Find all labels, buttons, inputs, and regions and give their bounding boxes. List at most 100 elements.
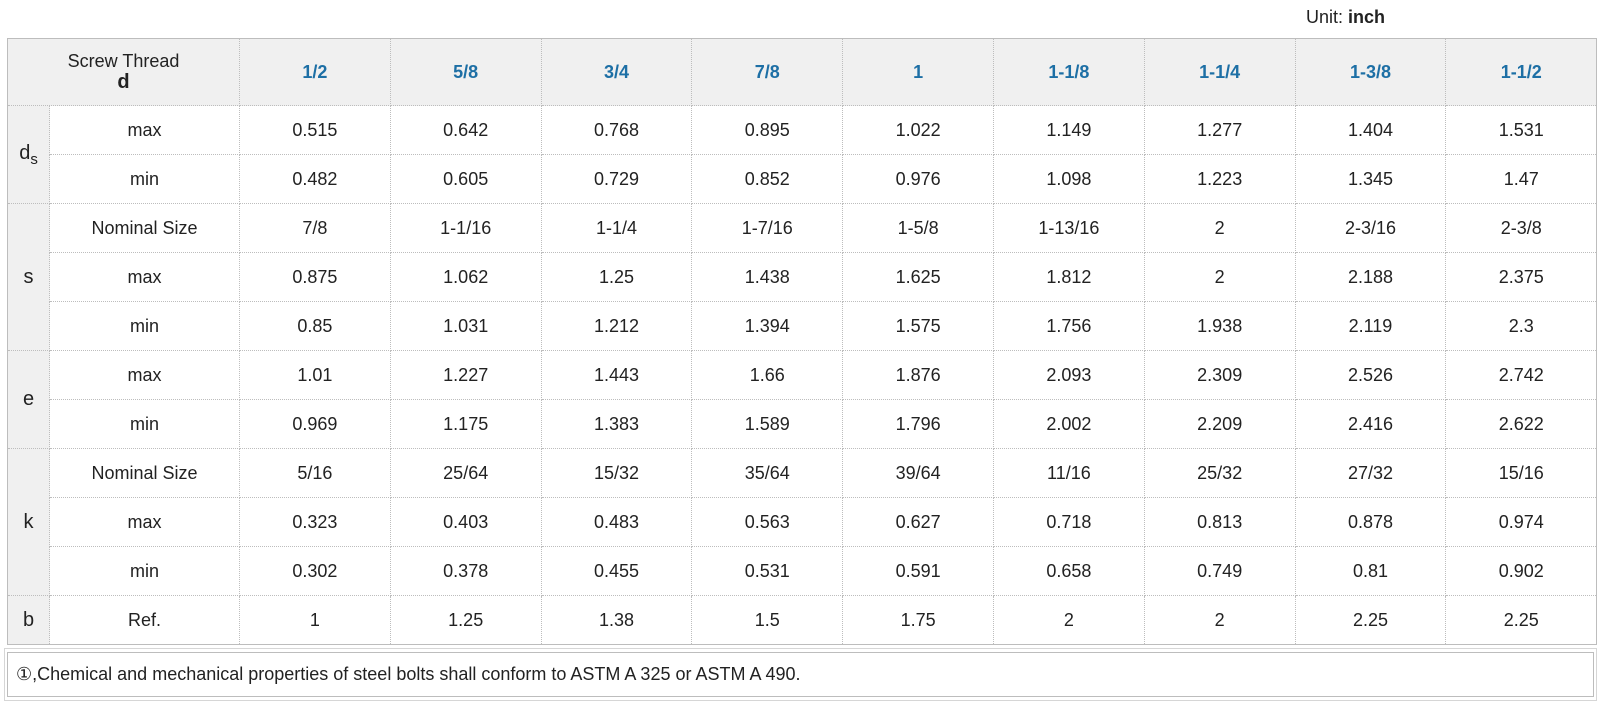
unit-label: Unit: [1305, 7, 1343, 27]
table-cell: 0.718 [992, 497, 1145, 547]
thread-size-header: 3/4 [540, 38, 693, 106]
table-cell: 0.813 [1143, 497, 1296, 547]
table-row: min 0.969 1.175 1.383 1.589 1.796 2.002 2.209 2.… [8, 399, 1598, 449]
table-cell: 25/32 [1143, 448, 1296, 498]
table-cell: 1.796 [842, 399, 994, 449]
table-cell: 15/16 [1445, 448, 1598, 498]
dimension-symbol-letter: d [19, 141, 31, 164]
table-cell: 2.416 [1294, 399, 1447, 449]
table-cell: 1.062 [389, 252, 542, 302]
table-cell: 0.878 [1294, 497, 1447, 547]
table-cell: 2.742 [1445, 350, 1598, 400]
table-cell: 2.25 [1445, 595, 1598, 645]
dimension-symbol-letter: k [23, 510, 34, 533]
table-cell: 1.589 [691, 399, 844, 449]
row-label: Nominal Size [49, 203, 240, 253]
table-body: ds max 0.515 0.642 0.768 0.895 1.022 1.149 1.277… [7, 105, 1598, 645]
thread-size-header: 7/8 [691, 38, 844, 106]
table-cell: 1.812 [992, 252, 1145, 302]
thread-size-header: 1-1/8 [992, 38, 1145, 106]
table-cell: 0.976 [842, 154, 994, 204]
dimension-symbol: e [7, 350, 50, 449]
table-cell: 1.345 [1294, 154, 1447, 204]
table-cell: 0.563 [691, 497, 844, 547]
table-cell: 0.482 [239, 154, 391, 204]
unit-value: inch [1347, 7, 1385, 27]
dimension-symbol: b [7, 595, 50, 645]
note-frame [4, 648, 1597, 701]
screw-thread-label: Screw Thread [67, 51, 180, 71]
table-cell: 25/64 [389, 448, 542, 498]
row-label: min [49, 154, 240, 204]
table-cell: 1-1/16 [389, 203, 542, 253]
row-label: max [49, 105, 240, 155]
table-row: k Nominal Size 5/16 25/64 15/32 35/64 39/64 11/… [7, 448, 1598, 596]
thread-size-header: 1 [842, 38, 994, 106]
thread-size-header: 5/8 [389, 38, 542, 106]
dimension-symbol: ds [7, 105, 50, 204]
table-cell: 2.209 [1143, 399, 1296, 449]
table-cell: 1.212 [540, 301, 693, 351]
table-row: max 0.875 1.062 1.25 1.438 1.625 1.812 2 2.188 2.… [8, 252, 1598, 302]
table-cell: 0.902 [1445, 546, 1598, 596]
table-cell: 1.531 [1445, 105, 1598, 155]
table-cell: 1.404 [1294, 105, 1447, 155]
row-label: max [49, 350, 240, 400]
table-cell: 2 [1143, 252, 1296, 302]
table-cell: 1.175 [389, 399, 542, 449]
table-cell: 2.309 [1143, 350, 1296, 400]
table-cell: 1.25 [540, 252, 693, 302]
table-row: max 0.323 0.403 0.483 0.563 0.627 0.718 0.813 0.… [8, 497, 1598, 547]
unit-indicator: Unit: inch [1306, 7, 1385, 28]
table-cell: 1-1/4 [540, 203, 693, 253]
table-cell: 2 [1143, 595, 1296, 645]
table-cell: 11/16 [992, 448, 1145, 498]
table-cell: 0.591 [842, 546, 994, 596]
table-cell: 2.622 [1445, 399, 1598, 449]
table-cell: 2-3/16 [1294, 203, 1447, 253]
table-cell: 0.85 [239, 301, 391, 351]
table-cell: 0.378 [389, 546, 542, 596]
row-label: min [49, 301, 240, 351]
table-cell: 0.302 [239, 546, 391, 596]
table-row: min 0.482 0.605 0.729 0.852 0.976 1.098 1.223 1.… [8, 154, 1598, 204]
dimension-symbol-letter: e [22, 388, 35, 410]
table-cell: 5/16 [239, 448, 391, 498]
table-cell: 0.974 [1445, 497, 1598, 547]
table-cell: 1.098 [992, 154, 1145, 204]
table-cell: 1.227 [389, 350, 542, 400]
table-cell: 2-3/8 [1445, 203, 1598, 253]
table-cell: 0.895 [691, 105, 844, 155]
table-cell: 1.66 [691, 350, 844, 400]
table-cell: 1.575 [842, 301, 994, 351]
table-cell: 1.394 [691, 301, 844, 351]
row-label: max [49, 497, 240, 547]
table-cell: 0.403 [389, 497, 542, 547]
table-row: s Nominal Size 7/8 1-1/16 1-1/4 1-7/16 1-5/8 1-… [7, 203, 1598, 351]
table-cell: 0.483 [540, 497, 693, 547]
table-cell: 39/64 [842, 448, 994, 498]
table-cell: 1.149 [992, 105, 1145, 155]
table-cell: 1.443 [540, 350, 693, 400]
table-cell: 1.938 [1143, 301, 1296, 351]
screw-thread-header: Screw Thread d [7, 38, 240, 106]
table-cell: 1.25 [389, 595, 542, 645]
table-cell: 1.383 [540, 399, 693, 449]
table-cell: 0.323 [239, 497, 391, 547]
table-cell: 2.25 [1294, 595, 1447, 645]
table-cell: 1.75 [842, 595, 994, 645]
table-cell: 2.375 [1445, 252, 1598, 302]
table-cell: 1.438 [691, 252, 844, 302]
table-cell: 0.515 [239, 105, 391, 155]
table-cell: 2 [1143, 203, 1296, 253]
table-cell: 2 [992, 595, 1145, 645]
screw-thread-symbol: d [117, 71, 130, 93]
dimension-symbol: s [7, 203, 50, 351]
thread-size-header: 1/2 [239, 38, 391, 106]
row-label: Nominal Size [49, 448, 240, 498]
table-cell: 1 [239, 595, 391, 645]
table-cell: 0.969 [239, 399, 391, 449]
table-cell: 0.875 [239, 252, 391, 302]
dimension-symbol-letter: s [23, 265, 34, 288]
table-cell: 1.47 [1445, 154, 1598, 204]
